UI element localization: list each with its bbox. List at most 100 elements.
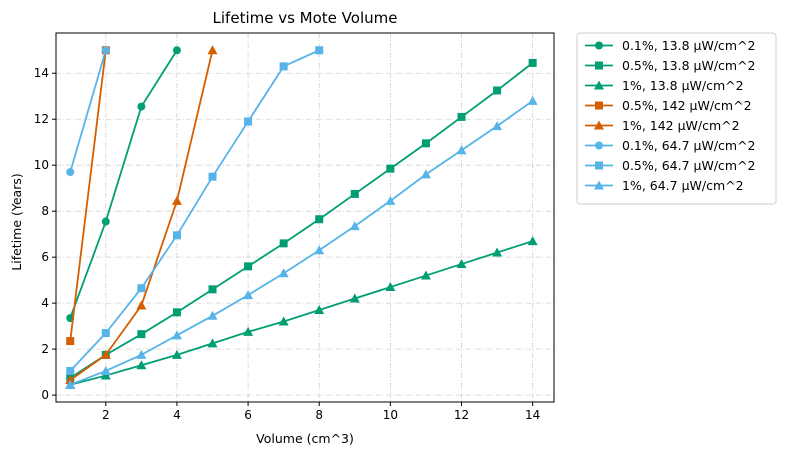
- data-point: [420, 270, 431, 280]
- data-point: [527, 236, 538, 246]
- x-tick-label: 2: [102, 408, 110, 422]
- data-point: [172, 46, 181, 55]
- data-point: [527, 95, 538, 105]
- series-8: [65, 95, 538, 389]
- data-point: [136, 349, 147, 359]
- legend: 0.1%, 13.8 μW/cm^2 0.5%, 13.8 μW/cm^2 1%, …: [576, 32, 777, 205]
- grid: [56, 33, 554, 402]
- y-tick-label: 4: [41, 296, 49, 310]
- y-tick-label: 6: [41, 250, 49, 264]
- data-point: [66, 168, 75, 177]
- data-point: [492, 247, 503, 257]
- data-point: [528, 58, 537, 67]
- series-line: [69, 49, 320, 372]
- data-point: [492, 121, 503, 131]
- legend-label: 1%, 64.7 μW/cm^2: [622, 178, 744, 193]
- series-line: [69, 49, 178, 319]
- x-tick-label: 12: [454, 408, 469, 422]
- y-tick-label: 2: [41, 342, 49, 356]
- x-axis-title: Volume (cm^3): [256, 431, 354, 446]
- series-1: [66, 46, 181, 323]
- data-point: [244, 262, 253, 271]
- series-line: [69, 49, 107, 173]
- data-point: [314, 305, 325, 315]
- data-point: [100, 370, 111, 380]
- data-point: [278, 316, 289, 326]
- series-line: [69, 50, 107, 342]
- data-point: [171, 330, 182, 340]
- series-2: [66, 58, 537, 382]
- series-6: [66, 46, 110, 177]
- legend-item-2: 0.5%, 13.8 μW/cm^2: [585, 58, 756, 73]
- data-point: [101, 329, 110, 338]
- data-point: [278, 268, 289, 278]
- data-point: [350, 189, 359, 198]
- y-tick-label: 8: [41, 204, 49, 218]
- x-tick-label: 6: [244, 408, 252, 422]
- legend-marker: [594, 180, 604, 190]
- data-point: [315, 46, 324, 55]
- legend-item-8: 1%, 64.7 μW/cm^2: [585, 178, 744, 193]
- legend-marker: [594, 80, 604, 90]
- data-point: [136, 300, 147, 310]
- axis-ticks: 2 4 6 8 10 12 14 0 2 4 6 8 10 12 14: [34, 66, 541, 422]
- data-point: [386, 164, 395, 173]
- legend-item-3: 1%, 13.8 μW/cm^2: [585, 78, 744, 93]
- y-tick-label: 0: [41, 388, 49, 402]
- data-point: [243, 326, 254, 336]
- data-point: [457, 112, 466, 121]
- plot-frame: [55, 32, 555, 403]
- data-point: [349, 293, 360, 303]
- series-3: [65, 236, 538, 389]
- y-axis-title: Lifetime (Years): [9, 173, 24, 270]
- series-4: [66, 46, 110, 346]
- data-point: [456, 145, 467, 155]
- legend-marker: [595, 61, 603, 70]
- data-point: [421, 139, 430, 148]
- data-point: [244, 117, 253, 126]
- legend-label: 1%, 142 μW/cm^2: [622, 118, 740, 133]
- legend-item-1: 0.1%, 13.8 μW/cm^2: [585, 38, 756, 53]
- data-point: [385, 195, 396, 205]
- data-point: [315, 215, 324, 224]
- series-line: [69, 62, 534, 379]
- data-point: [66, 337, 75, 346]
- data-point: [136, 360, 147, 370]
- legend-item-4: 0.5%, 142 μW/cm^2: [585, 98, 752, 113]
- data-point: [207, 45, 218, 55]
- legend-label: 0.5%, 64.7 μW/cm^2: [622, 158, 756, 173]
- legend-marker: [595, 161, 603, 170]
- data-point: [65, 379, 76, 389]
- legend-label: 0.1%, 64.7 μW/cm^2: [622, 138, 756, 153]
- x-tick-label: 4: [173, 408, 181, 422]
- data-point: [243, 290, 254, 300]
- legend-label: 1%, 13.8 μW/cm^2: [622, 78, 744, 93]
- data-point: [137, 330, 146, 339]
- series-layer: [65, 45, 538, 389]
- data-point: [349, 221, 360, 231]
- data-point: [65, 375, 76, 385]
- data-point: [101, 217, 110, 226]
- legend-marker: [595, 141, 603, 150]
- x-tick-label: 8: [315, 408, 323, 422]
- y-tick-label: 14: [34, 66, 49, 80]
- data-point: [100, 365, 111, 375]
- chart-title: Lifetime vs Mote Volume: [213, 9, 398, 27]
- data-point: [207, 338, 218, 348]
- data-point: [420, 169, 431, 179]
- legend-item-5: 1%, 142 μW/cm^2: [585, 118, 740, 133]
- data-point: [171, 195, 182, 205]
- legend-label: 0.5%, 142 μW/cm^2: [622, 98, 752, 113]
- data-point: [171, 349, 182, 359]
- legend-label: 0.1%, 13.8 μW/cm^2: [622, 38, 756, 53]
- legend-frame: [576, 32, 777, 205]
- series-line: [69, 100, 534, 386]
- series-5: [65, 45, 218, 385]
- series-line: [70, 240, 533, 386]
- data-point: [66, 366, 75, 375]
- legend-marker: [595, 41, 603, 50]
- legend-item-7: 0.5%, 64.7 μW/cm^2: [585, 158, 756, 173]
- legend-item-6: 0.1%, 64.7 μW/cm^2: [585, 138, 756, 153]
- data-point: [456, 259, 467, 269]
